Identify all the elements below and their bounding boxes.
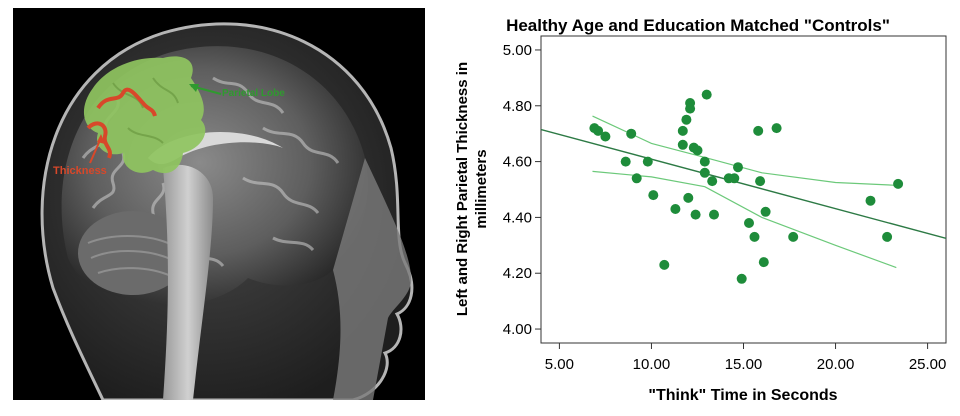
- data-point: [685, 98, 696, 108]
- confidence-band: [592, 115, 897, 269]
- data-point: [882, 231, 893, 242]
- x-tick-label: 15.00: [725, 356, 763, 373]
- data-points: [589, 89, 904, 284]
- data-point: [865, 195, 876, 206]
- data-point: [692, 145, 703, 156]
- data-point: [755, 176, 766, 187]
- data-point: [659, 259, 670, 270]
- data-point: [760, 206, 771, 217]
- data-point: [729, 173, 740, 184]
- data-point: [744, 218, 754, 228]
- thickness-trace-lower: [86, 121, 112, 159]
- data-point: [670, 204, 681, 214]
- plot-area: [540, 35, 947, 344]
- parietal-lobe-label: Parietal Lobe: [222, 88, 285, 99]
- fit-line-group: [541, 128, 946, 240]
- data-point: [648, 190, 659, 201]
- data-point: [683, 192, 694, 203]
- data-point: [642, 156, 653, 167]
- data-point: [631, 173, 642, 184]
- y-axis-label-line2: millimeters: [473, 149, 490, 228]
- data-point: [620, 156, 631, 167]
- data-point: [788, 231, 799, 242]
- data-point: [626, 128, 637, 139]
- y-tick-label: 4.00: [503, 321, 532, 338]
- data-point: [736, 273, 747, 284]
- mri-illustration: Parietal Lobe Thickness: [13, 8, 425, 402]
- y-tick-label: 4.20: [503, 265, 532, 282]
- x-tick-label: 10.00: [633, 356, 671, 373]
- data-point: [893, 178, 904, 189]
- scatter-chart: Healthy Age and Education Matched "Contr…: [440, 0, 960, 411]
- data-point: [749, 231, 760, 242]
- mri-brain-image: Parietal Lobe Thickness: [13, 8, 425, 402]
- y-tick-label: 4.40: [503, 209, 532, 226]
- chart-svg: Healthy Age and Education Matched "Contr…: [454, 16, 947, 404]
- data-point: [771, 123, 782, 134]
- data-point: [681, 114, 692, 125]
- chart-title: Healthy Age and Education Matched "Contr…: [506, 16, 890, 35]
- data-point: [707, 176, 718, 187]
- regression-line: [541, 128, 946, 240]
- data-point: [690, 209, 701, 220]
- y-tick-label: 5.00: [503, 42, 532, 59]
- x-tick-label: 25.00: [909, 356, 947, 373]
- data-point: [699, 167, 710, 178]
- data-point: [709, 209, 719, 220]
- data-point: [600, 131, 611, 142]
- ci-upper-curve: [592, 115, 897, 186]
- data-point: [758, 257, 769, 268]
- thickness-label: Thickness: [53, 165, 107, 177]
- x-tick-label: 5.00: [545, 356, 574, 373]
- data-point: [677, 139, 688, 150]
- x-axis-ticks: 5.00 10.00 15.00 20.00 25.00: [545, 343, 947, 373]
- data-point: [753, 125, 764, 136]
- thickness-trace: [96, 87, 157, 117]
- y-tick-label: 4.60: [503, 154, 532, 171]
- x-tick-label: 20.00: [817, 356, 855, 373]
- data-point: [593, 125, 604, 136]
- data-point: [677, 125, 688, 136]
- data-point: [699, 156, 710, 167]
- data-point: [733, 162, 743, 173]
- data-point: [701, 89, 712, 100]
- ci-lower-curve: [592, 170, 897, 269]
- y-axis-ticks: 4.00 4.20 4.40 4.60 4.80 5.00: [503, 42, 541, 338]
- y-axis-label-line1: Left and Right Parietal Thickness in: [454, 62, 471, 316]
- x-axis-label: "Think" Time in Seconds: [648, 387, 837, 404]
- y-tick-label: 4.80: [503, 98, 532, 115]
